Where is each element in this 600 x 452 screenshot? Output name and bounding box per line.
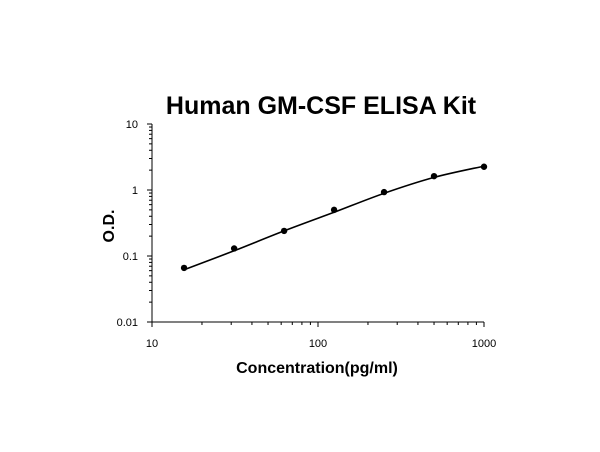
x-tick-label: 100 <box>309 338 327 350</box>
fit-curve <box>183 165 485 271</box>
y-axis-label: O.D. <box>101 210 118 243</box>
chart-title: Human GM-CSF ELISA Kit <box>166 92 477 120</box>
y-tick-label: 1 <box>132 185 138 197</box>
y-tick-label: 0.01 <box>117 317 138 329</box>
x-tick-label: 10 <box>146 338 158 350</box>
y-tick-label: 0.1 <box>123 251 138 263</box>
plot-area: 0.01 0.1 1 10 10 100 1000 <box>117 119 497 350</box>
x-axis-label: Concentration(pg/ml) <box>236 360 398 377</box>
data-point <box>480 163 488 170</box>
data-point <box>380 188 388 196</box>
data-point <box>430 172 438 180</box>
data-point <box>230 245 238 252</box>
y-tick-label: 10 <box>126 119 138 131</box>
data-point <box>280 227 288 235</box>
data-point <box>180 264 188 272</box>
data-point <box>330 206 338 214</box>
x-tick-label: 1000 <box>472 338 496 350</box>
